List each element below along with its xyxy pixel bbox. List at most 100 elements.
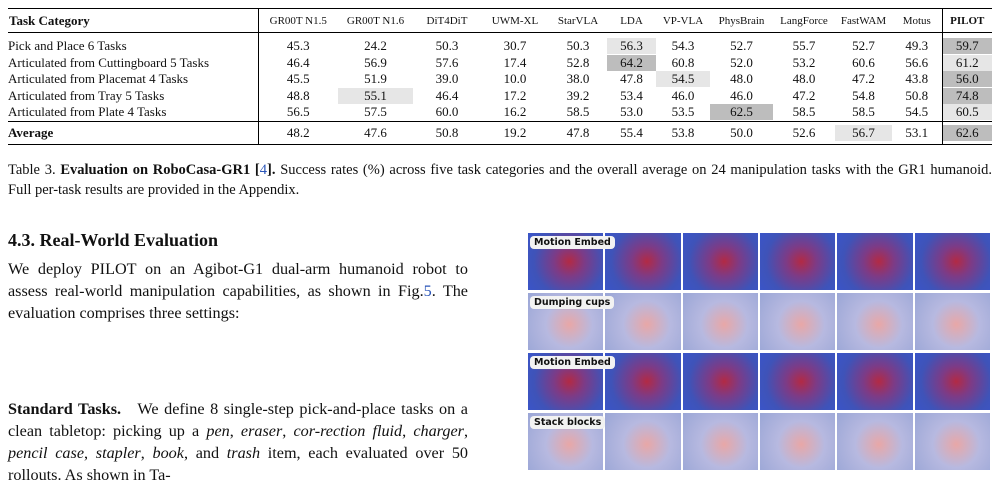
row-label: Articulated from Tray 5 Tasks [8,87,259,104]
cell-value: 54.5 [905,104,929,120]
table-cell: 52.8 [549,55,607,72]
figure-image [837,413,913,470]
table-cell: 59.7 [942,33,992,55]
table-cell: 45.3 [258,33,338,55]
cell-value: 61.2 [942,54,992,71]
italic-text: trash [226,444,261,462]
cell-value: 54.3 [671,38,695,54]
cell-value: 17.4 [503,54,527,70]
cell-value: 47.8 [620,71,643,87]
table-cell: 19.2 [481,120,549,144]
row-label-text: Articulated from Placemat 4 Tasks [8,71,189,87]
table-cell: 47.6 [338,120,413,144]
table-cell: 47.8 [549,120,607,144]
cell-value: 55.7 [792,38,816,54]
table-row: Articulated from Cuttingboard 5 Tasks 46.… [8,54,992,72]
table-cell: 60.0 [413,104,481,121]
cell-value: 38.0 [566,71,590,87]
text: , [463,422,469,440]
table-cell: 45.5 [258,71,338,88]
cell-value: 56.3 [607,38,656,55]
caption-bold: Evaluation on RoboCasa-GR1 [ [60,162,260,178]
italic-text: cor-rection fluid [293,422,403,440]
table-cell: 56.6 [892,54,943,71]
cell-value: 47.8 [566,124,590,140]
cell-value: 46.4 [286,54,310,70]
table-cell: 47.8 [607,71,656,88]
cell-value: 50.0 [730,124,753,140]
table-row: Articulated from Placemat 4 Tasks 45.5 51.… [8,71,992,88]
table-cell: 38.0 [549,71,607,88]
table-cell: 54.5 [892,104,943,121]
column-header: GR00T N1.5 [258,8,338,33]
row-label: Articulated from Placemat 4 Tasks [8,71,259,88]
cell-value: 62.6 [942,124,992,141]
cell-value: 52.7 [730,38,753,54]
table-row: Average 48.2 47.6 50.8 19.2 47.8 55.4 53.8 50.0 5… [8,120,992,144]
text: , [84,444,96,462]
caption-ref[interactable]: 4 [259,162,268,178]
column-header: LDA [607,8,656,33]
table-cell: 48.0 [773,71,835,88]
figure-image [605,413,681,470]
cell-value: 54.8 [852,87,875,103]
column-header: VP-VLA [656,8,710,33]
cell-value: 46.4 [435,87,459,103]
column-header: LangForce [773,8,835,33]
figure-row: Stack blocks [528,413,990,470]
cell-value: 59.7 [942,38,992,55]
table-cell: 56.7 [835,120,892,144]
figure-image [759,293,836,350]
column-header: Motus [892,8,943,33]
table-cell: 52.0 [710,55,773,72]
column-header: PhysBrain [710,8,773,33]
cell-value: 52.8 [566,54,590,70]
table-cell: 60.5 [942,104,992,121]
cell-value: 50.8 [905,87,929,103]
cell-value: 19.2 [503,124,527,140]
cell-value: 55.1 [338,87,413,104]
table-cell: 53.8 [656,120,710,144]
cell-value: 24.2 [364,38,387,54]
cell-value: 17.2 [503,87,527,103]
table-cell: 46.4 [258,55,338,72]
table-cell: 60.8 [656,55,710,72]
cell-value: 16.2 [503,104,527,120]
table-cell: 56.0 [942,71,992,88]
italic-text: pencil case [8,444,85,462]
cell-value: 50.3 [435,38,459,54]
column-header: PILOT [942,8,992,33]
table-cell: 50.3 [413,33,481,55]
text: , [402,422,414,440]
table-cell: 74.8 [942,87,992,105]
table-cell: 43.8 [892,71,943,88]
table-cell: 54.5 [656,71,710,88]
text: We define 8 single-step pick-and-place t… [8,400,468,440]
cell-value: 74.8 [942,87,992,104]
figure-ref[interactable]: 5 [423,282,432,300]
row-label: Articulated from Plate 4 Tasks [8,104,259,121]
figure-image [914,293,990,350]
table-cell: 10.0 [481,71,549,88]
figure-image [605,233,681,290]
text: , [140,444,153,462]
cell-value: 45.5 [286,71,310,87]
cell-value: 60.6 [852,54,875,70]
cell-value: 49.3 [905,38,929,54]
cell-value: 48.8 [286,87,310,103]
cell-value: 64.2 [607,54,656,71]
table-cell: 58.5 [549,104,607,121]
row-label-text: Pick and Place 6 Tasks [8,38,127,54]
table-cell: 51.9 [338,71,413,88]
table-cell: 39.2 [549,88,607,105]
cell-value: 48.0 [730,71,753,87]
cell-value: 58.5 [566,104,590,120]
figure-row: Motion Embed [528,353,990,410]
standard-tasks-paragraph: Standard Tasks. We define 8 single-step … [8,398,468,486]
table-cell: 48.2 [258,120,338,144]
italic-text: pen [206,422,230,440]
table-cell: 61.2 [942,54,992,72]
cell-value: 60.8 [671,54,695,70]
table-cell: 56.9 [338,55,413,72]
table-cell: 64.2 [607,54,656,72]
